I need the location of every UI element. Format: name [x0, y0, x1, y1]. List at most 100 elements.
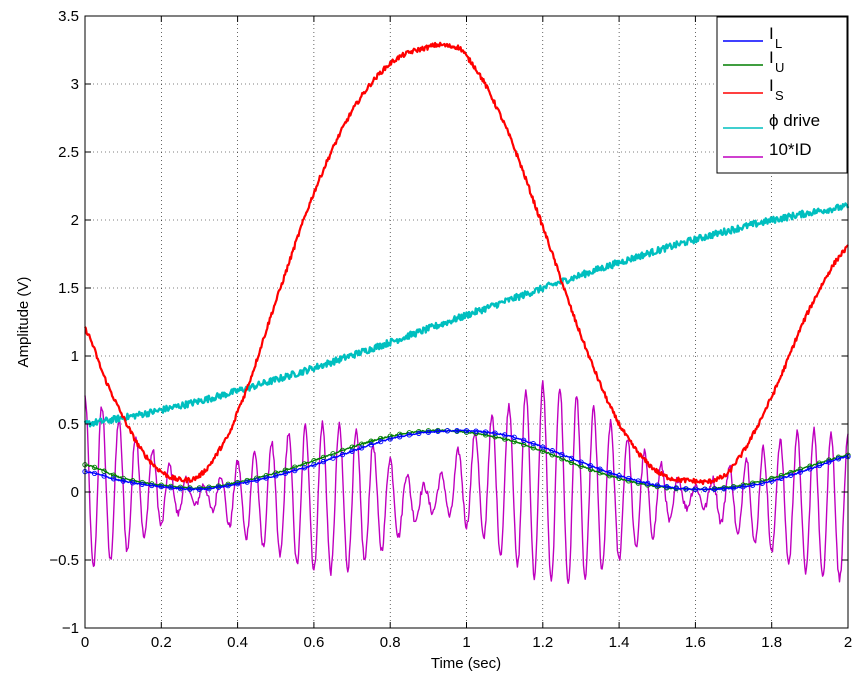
series-marker: [301, 465, 308, 471]
series-marker: [292, 464, 298, 470]
series-marker: [225, 482, 231, 489]
series-marker: [807, 466, 813, 472]
series-marker: [778, 475, 784, 482]
series-marker: [597, 466, 603, 472]
series-marker: [387, 436, 393, 442]
series-marker: [244, 479, 250, 485]
series-marker: [158, 483, 164, 490]
x-tick-label: 1.6: [685, 634, 706, 651]
series-marker: [425, 429, 432, 435]
series-marker: [292, 467, 298, 474]
series-marker: [702, 486, 708, 493]
series-marker: [530, 441, 536, 447]
series-marker: [282, 470, 288, 476]
series-marker: [473, 428, 479, 434]
series-marker: [397, 434, 403, 440]
legend-label: I: [769, 48, 774, 67]
series-marker: [740, 484, 746, 490]
y-tick-label: 1: [71, 348, 79, 365]
series-marker: [311, 462, 317, 468]
legend-label: I: [769, 24, 774, 43]
series-line: [84, 380, 849, 584]
series-marker: [120, 478, 126, 484]
series-line: [83, 202, 850, 428]
series-marker: [368, 438, 374, 444]
x-tick-label: 1.2: [532, 634, 553, 651]
series-marker: [730, 485, 737, 491]
series-marker: [664, 484, 670, 490]
series-marker: [196, 486, 203, 492]
series-marker: [358, 441, 365, 447]
series-marker: [645, 480, 651, 486]
legend-label-subscript: U: [775, 60, 784, 75]
series-marker: [463, 428, 470, 434]
legend-label: ϕ drive: [769, 111, 820, 130]
series-marker: [673, 485, 679, 491]
y-tick-label: −0.5: [49, 552, 79, 569]
series-marker: [416, 430, 422, 437]
series-marker: [540, 444, 546, 450]
series-marker: [492, 430, 498, 436]
series-marker: [482, 429, 489, 435]
series-marker: [826, 459, 832, 465]
series-marker: [435, 428, 441, 434]
series-marker: [282, 467, 288, 473]
x-tick-label: 0.8: [380, 634, 401, 651]
x-tick-label: 0.4: [227, 634, 248, 651]
legend-box: [716, 16, 848, 174]
series-layer: [82, 41, 851, 584]
x-tick-label: 1: [462, 634, 470, 651]
series-marker: [273, 473, 279, 479]
series-marker: [606, 469, 613, 476]
series-marker: [587, 466, 594, 473]
series-marker: [234, 481, 241, 487]
x-tick-label: 0.2: [151, 634, 172, 651]
x-tick-label: 1.8: [761, 634, 782, 651]
series-marker: [502, 432, 508, 438]
series-marker: [769, 478, 775, 484]
legend-label: 10*ID: [769, 140, 812, 159]
series-marker: [130, 480, 136, 486]
series-marker: [263, 475, 269, 481]
series-marker: [606, 473, 613, 479]
y-axis: −1 −0.5 0 0.5 1 1.5 2 2.5 3 3.5: [49, 8, 848, 637]
legend-label-subscript: L: [775, 36, 782, 51]
series-marker: [206, 485, 212, 492]
series-marker: [320, 458, 327, 465]
x-axis-label: Time (sec): [431, 655, 501, 672]
series-marker: [740, 482, 746, 488]
series-marker: [749, 482, 756, 488]
series-marker: [816, 462, 823, 469]
y-tick-label: 2: [71, 212, 79, 229]
series-line: [84, 41, 849, 486]
series-marker: [91, 470, 98, 477]
legend-label-subscript: S: [775, 88, 784, 103]
series-marker: [187, 486, 193, 492]
series-marker: [444, 428, 451, 434]
series-marker: [616, 473, 622, 479]
x-tick-label: 0.6: [303, 634, 324, 651]
series-marker: [635, 478, 641, 484]
series-marker: [378, 438, 384, 445]
series-marker: [711, 486, 718, 492]
series-marker: [778, 472, 784, 479]
series-marker: [416, 428, 422, 435]
series-marker: [654, 482, 660, 488]
series-marker: [559, 451, 565, 458]
series-marker: [177, 485, 184, 492]
y-tick-label: 0: [71, 484, 79, 501]
series-marker: [339, 451, 346, 458]
series-marker: [110, 472, 117, 478]
y-tick-label: 3: [71, 76, 79, 93]
series-marker: [492, 434, 498, 440]
series-marker: [597, 470, 603, 476]
x-tick-label: 2: [844, 634, 852, 651]
x-axis: 0 0.2 0.4 0.6 0.8 1 1.2 1.4 1.6 1.8 2: [81, 16, 852, 651]
series-marker: [110, 476, 117, 482]
y-tick-label: 0.5: [58, 416, 79, 433]
series-marker: [91, 464, 98, 471]
series-marker: [254, 477, 260, 483]
series-marker: [454, 427, 460, 434]
series-marker: [692, 486, 699, 492]
